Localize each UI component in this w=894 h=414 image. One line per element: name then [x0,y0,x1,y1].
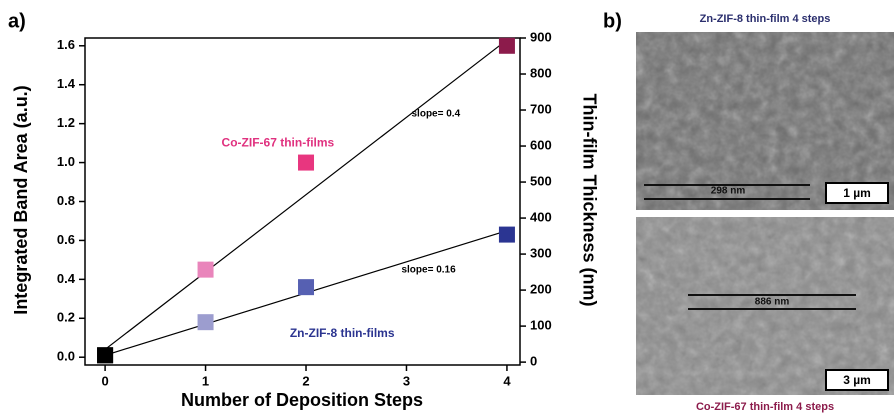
point [197,261,214,278]
y-tick-label: 1.0 [57,154,75,169]
y2-axis-label: Thin-film Thickness (nm) [579,93,599,306]
y2-tick-label: 500 [530,173,552,188]
x-tick-label: 3 [403,373,410,388]
y-tick-label: 1.6 [57,37,75,52]
sem-image [636,32,894,210]
slope-label: slope= 0.16 [401,264,456,275]
point [498,226,515,243]
y2-tick-label: 600 [530,137,552,152]
plot-frame [84,37,521,366]
y2-tick-label: 800 [530,65,552,80]
fit-line [104,39,508,350]
y-tick-label: 0.0 [57,349,75,364]
y-tick-label: 0.6 [57,232,75,247]
measure-label: 886 nm [755,297,790,308]
scale-bar-label: 3 µm [843,373,871,387]
panel-label: a) [8,10,26,32]
y-tick-label: 0.4 [57,271,76,286]
measure-label: 298 nm [711,186,746,197]
y2-tick-label: 100 [530,318,552,333]
y2-tick-label: 0 [530,354,537,369]
x-axis-label: Number of Deposition Steps [181,390,423,410]
point [498,37,515,54]
y2-tick-label: 300 [530,246,552,261]
image-title: Co-ZIF-67 thin-film 4 steps [696,401,834,413]
x-tick-label: 1 [202,373,209,388]
y-tick-label: 1.2 [57,115,75,130]
y2-tick-label: 400 [530,210,552,225]
panel-label: b) [603,10,622,32]
slope-label: slope= 0.4 [412,109,461,120]
series-label: Co-ZIF-67 thin-films [222,135,335,149]
y2-tick-label: 200 [530,282,552,297]
y2-tick-label: 700 [530,101,552,116]
point [97,347,114,364]
x-tick-label: 0 [101,373,108,388]
y-axis-label: Integrated Band Area (a.u.) [11,85,31,314]
x-tick-label: 4 [503,373,511,388]
y-tick-label: 0.2 [57,310,75,325]
image-title: Zn-ZIF-8 thin-film 4 steps [700,13,831,25]
sem-image [636,217,894,395]
point [298,279,315,296]
point [197,314,214,331]
x-tick-label: 2 [302,373,309,388]
y-tick-label: 0.8 [57,193,75,208]
series-label: Zn-ZIF-8 thin-films [290,326,395,340]
point [298,154,315,171]
y-tick-label: 1.4 [57,76,76,91]
y2-tick-label: 900 [530,29,552,44]
scale-bar-label: 1 µm [843,186,871,200]
